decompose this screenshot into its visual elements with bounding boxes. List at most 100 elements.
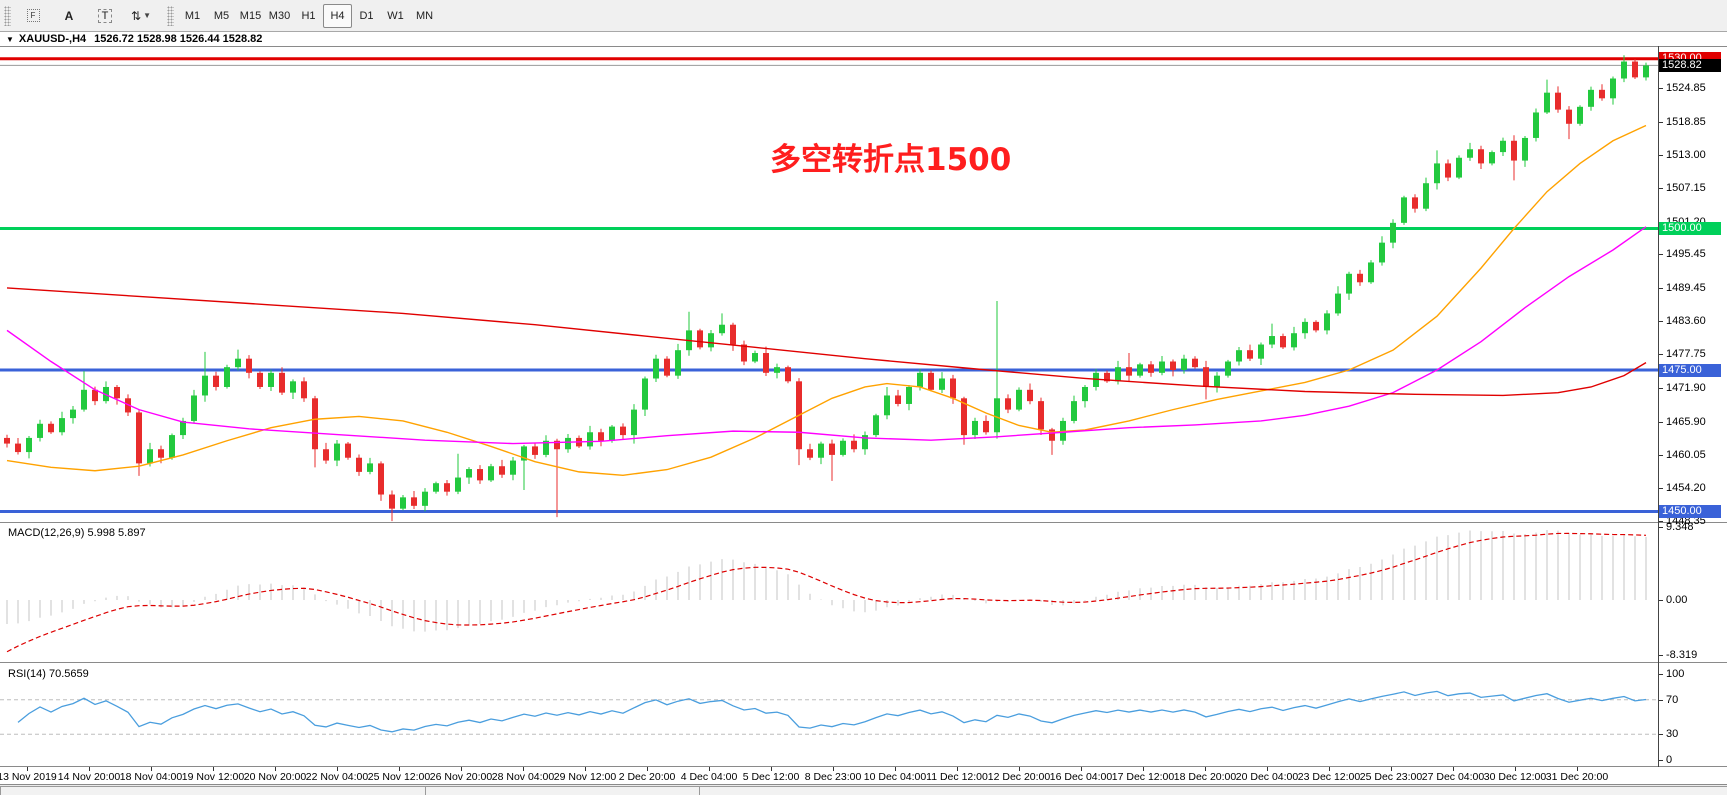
toolbar-grip-2[interactable] [167, 5, 174, 26]
rsi-tick [1659, 760, 1663, 761]
time-tick [585, 767, 586, 771]
time-tick [1577, 767, 1578, 771]
time-tick [151, 767, 152, 771]
chart-annotation-text[interactable]: 多空转折点1500 [770, 142, 1012, 178]
time-tick [1391, 767, 1392, 771]
dropdown-caret-icon[interactable]: ▼ [143, 11, 151, 20]
timeframe-button-d1[interactable]: D1 [359, 9, 374, 22]
rsi-tick-label: 30 [1666, 728, 1679, 741]
timeframe-button-m30[interactable]: M30 [268, 9, 291, 22]
macd-tick-label: -8.319 [1666, 649, 1698, 661]
time-label: 18 Nov 04:00 [119, 771, 183, 783]
time-label: 5 Dec 12:00 [742, 771, 800, 783]
price-tick [1659, 188, 1663, 190]
time-tick [461, 767, 462, 771]
ma-fast-orange [6, 124, 1647, 476]
timeframe-button-group: M1 M5 M15 M30 H1 H4 D1 W1 MN [178, 3, 439, 28]
time-label: 14 Nov 20:00 [57, 771, 121, 783]
price-tick-label: 1454.20 [1666, 481, 1706, 494]
time-tick [1143, 767, 1144, 771]
price-tick-label: 1518.85 [1666, 115, 1706, 128]
price-tick-label: 1477.75 [1666, 348, 1706, 361]
time-label: 22 Nov 04:00 [305, 771, 369, 783]
text-label-icon[interactable]: T [88, 4, 122, 28]
time-label: 20 Dec 04:00 [1235, 771, 1299, 783]
timeframe-button-mn[interactable]: MN [415, 9, 434, 22]
chart-tab-1[interactable] [0, 786, 426, 795]
time-tick [275, 767, 276, 771]
time-label: 13 Nov 2019 [0, 771, 57, 783]
ma-slow-red [6, 287, 1647, 397]
arrange-arrows-icon[interactable]: ⇅ ▼ [131, 8, 151, 23]
price-tick-label: 1513.00 [1666, 148, 1706, 161]
time-label: 25 Dec 23:00 [1359, 771, 1423, 783]
price-tick [1659, 421, 1663, 423]
chart-tab-bar [0, 784, 1727, 795]
time-tick [1515, 767, 1516, 771]
price-tick-label: 1460.05 [1666, 448, 1706, 461]
time-tick [1329, 767, 1330, 771]
timeframe-button-h1[interactable]: H1 [301, 9, 316, 22]
time-label: 23 Dec 12:00 [1297, 771, 1361, 783]
price-tick-label: 1495.45 [1666, 248, 1706, 261]
chart-tab-2[interactable] [425, 786, 700, 795]
price-tick-label: 1507.15 [1666, 182, 1706, 195]
price-tick [1659, 154, 1663, 156]
macd-tick [1659, 655, 1663, 656]
chart-top-border [0, 46, 1727, 47]
timeframe-button-w1[interactable]: W1 [387, 9, 404, 22]
font-a-icon[interactable]: A [64, 8, 74, 23]
price-tick [1659, 520, 1663, 522]
time-tick [89, 767, 90, 771]
price-tick [1659, 487, 1663, 489]
rsi-indicator-label: RSI(14) 70.5659 [8, 668, 89, 680]
macd-tick-label: 0.00 [1666, 594, 1688, 606]
price-tag-1475.00: 1475.00 [1659, 363, 1721, 377]
plot-right-border [1658, 46, 1659, 767]
timeframe-button-h4[interactable]: H4 [323, 3, 352, 28]
price-tick [1659, 254, 1663, 256]
macd-histogram [6, 530, 1647, 632]
time-label: 8 Dec 23:00 [804, 771, 862, 783]
time-label: 28 Nov 04:00 [491, 771, 555, 783]
time-tick [337, 767, 338, 771]
time-tick [1019, 767, 1020, 771]
time-label: 18 Dec 20:00 [1173, 771, 1237, 783]
rsi-tick [1659, 674, 1663, 675]
macd-tick [1659, 527, 1663, 528]
timeframe-button-m1[interactable]: M1 [184, 9, 201, 22]
price-tag-1528.82: 1528.82 [1659, 58, 1721, 72]
time-label: 4 Dec 04:00 [680, 771, 738, 783]
chart-dropdown-icon[interactable]: ▼ [6, 34, 14, 44]
chart-symbol-title: XAUUSD-,H4 [18, 33, 87, 45]
chart-ohlc-values: 1526.72 1528.98 1526.44 1528.82 [94, 33, 263, 45]
time-label: 16 Dec 04:00 [1049, 771, 1113, 783]
time-tick [1267, 767, 1268, 771]
time-label: 11 Dec 12:00 [926, 771, 988, 783]
indicator-window-icon[interactable]: F [16, 4, 50, 28]
time-tick [399, 767, 400, 771]
time-tick [957, 767, 958, 771]
price-tick [1659, 321, 1663, 323]
time-label: 26 Nov 20:00 [429, 771, 493, 783]
time-tick [1453, 767, 1454, 771]
time-label: 30 Dec 12:00 [1483, 771, 1547, 783]
time-label: 29 Nov 12:00 [553, 771, 617, 783]
timeframe-button-m5[interactable]: M5 [213, 9, 230, 22]
toolbar-grip[interactable] [4, 5, 11, 26]
time-label: 31 Dec 20:00 [1545, 771, 1609, 783]
main-macd-divider[interactable] [0, 522, 1727, 523]
time-label: 17 Dec 12:00 [1111, 771, 1175, 783]
ma-mid-magenta [6, 226, 1647, 445]
macd-rsi-divider[interactable] [0, 662, 1727, 663]
timeframe-button-m15[interactable]: M15 [239, 9, 262, 22]
rsi-tick-label: 70 [1666, 693, 1679, 706]
time-label: 19 Nov 12:00 [181, 771, 245, 783]
time-label: 2 Dec 20:00 [618, 771, 676, 783]
horizontal-level-lines [0, 57, 1658, 513]
toolbar: F A T ⇅ ▼ M1 M5 M15 M30 H1 H4 D1 W1 MN [0, 0, 1727, 32]
chart-title-bar: ▼ XAUUSD-,H4 1526.72 1528.98 1526.44 152… [0, 32, 1727, 46]
chart-tab-3[interactable] [699, 786, 1727, 795]
